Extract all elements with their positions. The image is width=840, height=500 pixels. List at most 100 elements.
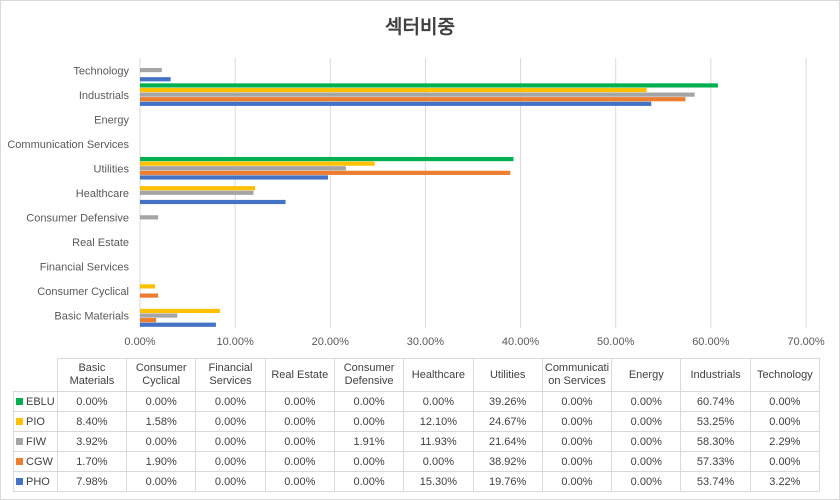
table-cell: 0.00% <box>56 391 128 412</box>
y-category-label: Basic Materials <box>54 311 129 323</box>
x-tick-label: 10.00% <box>216 336 254 348</box>
bar-pio <box>140 186 256 191</box>
y-category-label: Real Estate <box>72 237 129 249</box>
table-cell: 0.00% <box>611 431 682 452</box>
table-cell: 53.25% <box>680 411 751 432</box>
bar-pio <box>140 284 156 289</box>
legend-key-icon <box>16 417 23 425</box>
x-tick-label: 60.00% <box>692 336 730 348</box>
table-row: PIO 8.40% 1.58% 0.00% 0.00% 0.00% 12.10% 24.67%… <box>13 411 821 432</box>
x-tick-label: 50.00% <box>597 336 635 348</box>
legend-key-icon <box>16 397 23 405</box>
table-cell: 1.70% <box>56 451 128 472</box>
table-cell: 0.00% <box>264 411 335 432</box>
table-cell: 12.10% <box>403 411 474 432</box>
series-name: FIW <box>26 435 47 448</box>
bar-cgw <box>140 293 159 298</box>
table-cell: 0.00% <box>195 451 266 472</box>
table-cell: 19.76% <box>472 471 543 492</box>
table-cell: 0.00% <box>403 391 474 412</box>
x-tick-label: 30.00% <box>407 336 445 348</box>
table-corner <box>14 359 58 392</box>
table-cell: 0.00% <box>749 451 821 472</box>
bar-chart-plot: 0.00% 10.00% 20.00% 30.00% 40.00% 50.00% 60.00… <box>7 58 825 348</box>
bar-cgw <box>140 170 511 175</box>
table-cell: 24.67% <box>472 411 543 432</box>
table-cell: 21.64% <box>472 431 543 452</box>
legend-key-icon <box>16 437 23 445</box>
legend-key-icon <box>16 477 23 485</box>
table-cell: 0.00% <box>195 471 266 492</box>
bar-pho <box>140 101 652 106</box>
legend-entry: CGW <box>13 451 58 472</box>
table-cell: 0.00% <box>126 391 197 412</box>
table-cell: 7.98% <box>56 471 128 492</box>
y-category-label: Consumer Defensive <box>26 213 129 225</box>
table-cell: 0.00% <box>126 471 197 492</box>
table-header: Energy <box>611 358 682 392</box>
table-cell: 0.00% <box>541 391 613 412</box>
table-row: PHO 7.98% 0.00% 0.00% 0.00% 0.00% 15.30% 19.76%… <box>13 471 821 492</box>
y-category-label: Healthcare <box>76 188 129 200</box>
table-cell: 39.26% <box>472 391 543 412</box>
table-cell: 3.22% <box>749 471 821 492</box>
table-header: Industrials <box>680 358 751 392</box>
table-row: EBLU 0.00% 0.00% 0.00% 0.00% 0.00% 0.00% 39.26%… <box>13 391 821 412</box>
bar-fiw <box>140 67 162 73</box>
bar-pio <box>140 308 220 314</box>
legend-entry: PIO <box>13 411 58 432</box>
bar-eblu <box>140 83 718 88</box>
chart-title: 섹터비중 <box>385 17 455 38</box>
table-row: CGW 1.70% 1.90% 0.00% 0.00% 0.00% 0.00% 38.92% 0… <box>13 451 821 472</box>
table-cell: 38.92% <box>472 451 543 472</box>
table-cell: 0.00% <box>541 411 613 432</box>
table-cell: 0.00% <box>195 431 266 452</box>
table-cell: 0.00% <box>126 431 197 452</box>
table-row: FIW 3.92% 0.00% 0.00% 0.00% 1.91% 11.93% 21.64%… <box>13 431 821 452</box>
table-header: Healthcare <box>403 358 474 392</box>
y-category-label: Utilities <box>94 163 130 175</box>
table-cell: 0.00% <box>333 471 405 492</box>
x-tick-label: 70.00% <box>787 336 825 348</box>
table-cell: 0.00% <box>264 431 335 452</box>
table-header: Utilities <box>472 358 543 392</box>
table-cell: 0.00% <box>541 451 613 472</box>
table-header: Consumer Cyclical <box>126 358 197 392</box>
series-name: EBLU <box>26 395 55 408</box>
bar-pho <box>140 199 286 205</box>
legend-key-icon <box>16 457 23 465</box>
table-cell: 0.00% <box>611 411 682 432</box>
series-name: PHO <box>26 475 50 488</box>
table-cell: 0.00% <box>264 471 335 492</box>
table-cell: 53.74% <box>680 471 751 492</box>
table-cell: 0.00% <box>195 391 266 412</box>
table-cell: 0.00% <box>749 411 821 432</box>
table-cell: 0.00% <box>333 411 405 432</box>
data-table: Basic Materials Consumer Cyclical Financia… <box>13 358 821 492</box>
bar-eblu <box>140 156 514 162</box>
bar-cgw <box>140 318 157 323</box>
bar-pho <box>140 77 171 82</box>
y-category-label: Communication Services <box>7 139 129 151</box>
bar-fiw <box>140 215 159 220</box>
table-cell: 0.00% <box>195 411 266 432</box>
table-cell: 1.90% <box>126 451 197 472</box>
y-category-label: Technology <box>73 65 129 77</box>
table-cell: 0.00% <box>611 391 682 412</box>
table-header: Technology <box>749 358 821 392</box>
table-header: Basic Materials <box>56 358 128 392</box>
table-cell: 8.40% <box>56 411 128 432</box>
table-cell: 3.92% <box>56 431 128 452</box>
x-tick-label: 40.00% <box>502 336 540 348</box>
table-cell: 0.00% <box>611 471 682 492</box>
y-category-label: Energy <box>94 114 129 126</box>
table-cell: 11.93% <box>403 431 474 452</box>
table-cell: 58.30% <box>680 431 751 452</box>
table-header: Financial Services <box>195 358 266 392</box>
table-header: Real Estate <box>264 358 335 392</box>
table-cell: 1.58% <box>126 411 197 432</box>
bar-fiw <box>140 190 254 195</box>
table-cell: 0.00% <box>403 451 474 472</box>
bar-pho <box>140 175 329 180</box>
y-category-label: Industrials <box>79 90 130 102</box>
